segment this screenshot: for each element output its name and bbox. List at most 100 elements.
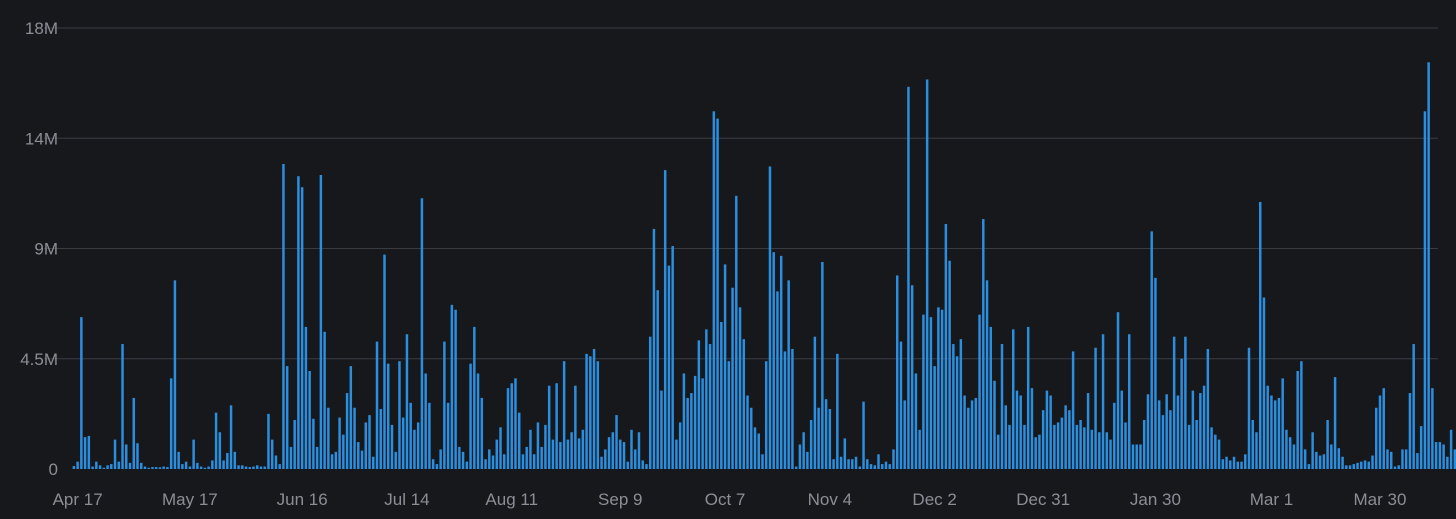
bar [985, 280, 989, 469]
bar [1315, 451, 1318, 469]
bar [323, 331, 326, 469]
bar [1345, 465, 1348, 469]
bar [443, 341, 446, 469]
bar [506, 388, 510, 469]
bar [1038, 434, 1041, 469]
bar [731, 287, 734, 469]
bar [248, 467, 251, 469]
bar [1386, 449, 1389, 469]
bar [1427, 62, 1430, 470]
bar [690, 393, 693, 469]
bar [768, 166, 772, 469]
bar [226, 453, 229, 469]
bar [1150, 231, 1153, 469]
bar [1034, 437, 1037, 469]
bar [121, 344, 124, 469]
bar [817, 407, 820, 469]
bar [1142, 420, 1146, 469]
bar [1165, 394, 1168, 469]
bar [626, 461, 629, 469]
bar [1086, 393, 1090, 469]
bar [140, 462, 143, 470]
bar [465, 461, 469, 469]
bar [1105, 432, 1109, 469]
bar [1015, 390, 1019, 469]
bar [1169, 410, 1172, 469]
bar [308, 371, 311, 469]
bar [1288, 437, 1292, 469]
y-tick-label: 9M [34, 240, 58, 259]
bar [1270, 395, 1273, 469]
bar [1449, 429, 1453, 469]
bar [263, 466, 266, 469]
bar [529, 429, 532, 469]
bar [843, 438, 847, 470]
bar [76, 461, 79, 469]
bar [278, 464, 281, 469]
bar [521, 454, 525, 469]
bar [970, 400, 974, 469]
bar [615, 415, 618, 469]
bar [1412, 344, 1415, 469]
bar [1113, 402, 1116, 469]
bar [764, 361, 768, 469]
bar [645, 464, 648, 469]
bar [1266, 385, 1269, 469]
bar [110, 464, 113, 469]
bar [536, 422, 540, 469]
bar [510, 383, 513, 469]
bar [1221, 459, 1225, 469]
bar [1423, 111, 1427, 470]
bar [839, 456, 843, 469]
bar [188, 466, 192, 469]
bar [570, 432, 573, 469]
bar [862, 401, 865, 470]
x-tick-label: Jan 30 [1130, 490, 1181, 509]
bar [1300, 361, 1303, 469]
bar [222, 460, 225, 469]
bar [806, 451, 809, 469]
bar [1049, 395, 1052, 469]
bar [1124, 422, 1127, 469]
bar [589, 356, 592, 469]
bar [214, 412, 218, 469]
bar [117, 461, 121, 469]
bar [551, 439, 555, 469]
bar [1187, 424, 1191, 469]
bar [884, 461, 888, 469]
bar [233, 451, 237, 469]
bar [514, 378, 517, 469]
bar [959, 339, 963, 469]
bar [989, 326, 993, 469]
bar [102, 467, 106, 469]
bar [1161, 415, 1165, 469]
bar [177, 451, 180, 469]
bar [1071, 351, 1075, 469]
bar [488, 449, 491, 469]
bar [794, 466, 798, 469]
bar [1026, 326, 1030, 469]
bar [667, 265, 671, 469]
bar [675, 439, 678, 469]
bar [660, 390, 663, 469]
bar [285, 366, 289, 469]
bar [585, 353, 588, 469]
bar [604, 449, 607, 469]
bar [1068, 410, 1071, 469]
bar [922, 314, 925, 469]
bar [821, 261, 824, 469]
x-tick-label: Dec 31 [1016, 490, 1070, 509]
bar [405, 334, 409, 469]
bar [791, 348, 794, 469]
bar [312, 418, 315, 469]
bar [1367, 461, 1370, 469]
bar [544, 424, 547, 469]
bar [409, 402, 412, 469]
bar [1079, 420, 1082, 469]
bar [907, 86, 910, 470]
bar [577, 438, 581, 470]
bar [319, 175, 323, 469]
bar [1083, 427, 1086, 469]
bar [345, 393, 349, 469]
bar [169, 378, 173, 469]
